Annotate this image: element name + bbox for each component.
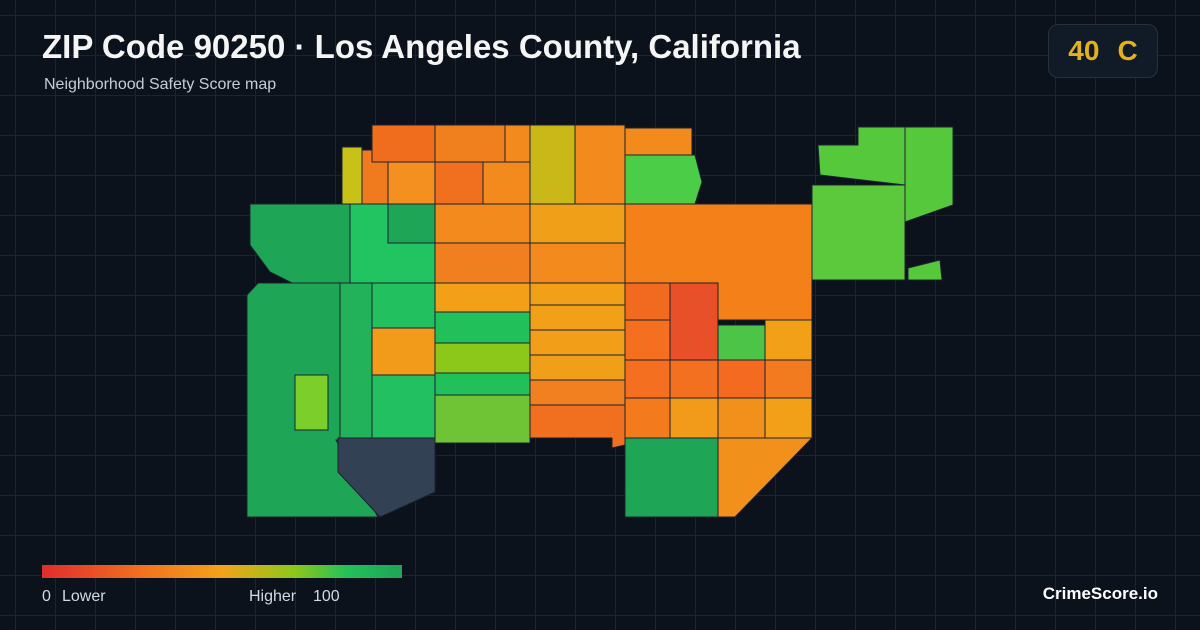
legend-min: 0 <box>42 588 51 605</box>
score-value: 40 <box>1068 35 1100 66</box>
subtitle: Neighborhood Safety Score map <box>44 76 277 93</box>
legend-min-label: Lower <box>62 588 106 605</box>
score-grade: C <box>1117 35 1138 66</box>
legend-max: 100 <box>313 588 340 605</box>
title: ZIP Code 90250 · Los Angeles County, Cal… <box>42 28 801 65</box>
score-badge: 40 C <box>1048 24 1158 78</box>
brand: CrimeScore.io <box>1042 584 1158 603</box>
map-regions <box>246 124 954 518</box>
legend-max-label: Higher <box>249 588 297 605</box>
legend-gradient <box>42 565 402 578</box>
